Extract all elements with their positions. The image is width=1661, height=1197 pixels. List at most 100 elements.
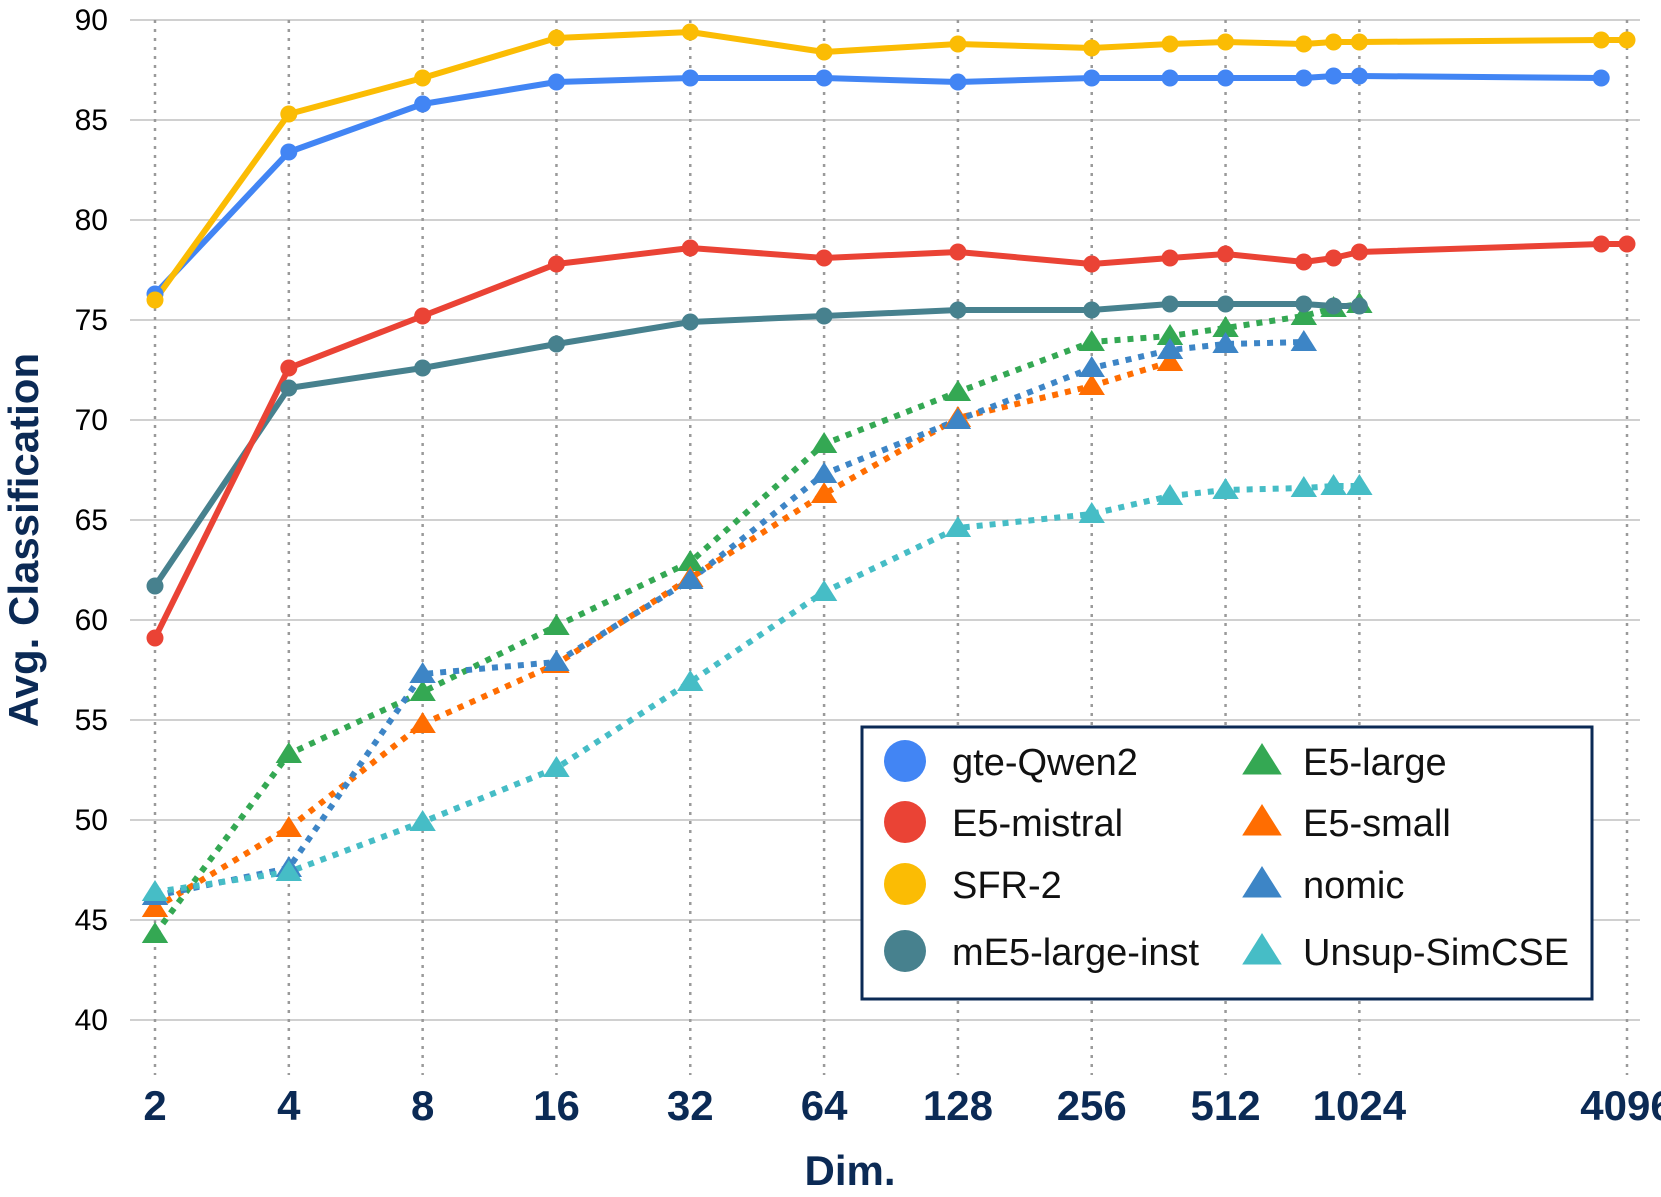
y-tick-label-85: 85 <box>75 104 108 137</box>
point-e5-small-8 <box>409 712 436 733</box>
point-gte-qwen2-32 <box>681 69 699 87</box>
point-sfr-2-4096 <box>1618 31 1636 49</box>
point-e5-large-384 <box>1156 324 1184 345</box>
point-unsup-simcse-1024 <box>1346 474 1373 495</box>
x-axis-title: Dim. <box>804 1147 895 1194</box>
point-sfr-2-256 <box>1083 39 1101 57</box>
y-axis-title: Avg. Classification <box>0 353 47 727</box>
x-tick-label-64: 64 <box>801 1082 848 1129</box>
y-tick-label-50: 50 <box>75 804 108 837</box>
x-tick-label-4: 4 <box>277 1082 301 1129</box>
series-line-gte-qwen2 <box>152 73 1605 297</box>
point-unsup-simcse-256 <box>1078 502 1105 523</box>
y-tick-label-80: 80 <box>75 204 108 237</box>
x-tick-label-1024: 1024 <box>1313 1082 1407 1129</box>
point-e5-mistral-4 <box>280 359 298 377</box>
horizontal-gridlines <box>130 19 1640 1021</box>
point-me5-large-inst-8 <box>414 359 432 377</box>
x-tick-label-16: 16 <box>533 1082 580 1129</box>
series-line-e5-mistral <box>152 241 1630 641</box>
point-nomic-384 <box>1156 338 1184 359</box>
legend-marker-gte-qwen2 <box>884 740 926 782</box>
legend-marker-unsup-simcse <box>1242 933 1282 965</box>
point-gte-qwen2-128 <box>949 73 967 91</box>
point-e5-large-64 <box>810 432 838 453</box>
x-tick-label-256: 256 <box>1057 1082 1127 1129</box>
point-sfr-2-3584 <box>1592 31 1610 49</box>
point-e5-large-32 <box>677 550 704 571</box>
point-e5-mistral-3584 <box>1592 235 1610 253</box>
point-gte-qwen2-256 <box>1083 69 1101 87</box>
point-e5-small-64 <box>810 482 838 503</box>
y-tick-label-70: 70 <box>75 404 108 437</box>
point-nomic-256 <box>1078 356 1105 377</box>
legend-marker-me5-large-inst <box>884 930 926 972</box>
legend-label-e5-large: E5-large <box>1303 742 1447 784</box>
x-tick-label-2: 2 <box>143 1082 166 1129</box>
point-sfr-2-32 <box>681 23 699 41</box>
point-gte-qwen2-8 <box>414 95 432 113</box>
legend-label-gte-qwen2: gte-Qwen2 <box>952 742 1138 784</box>
point-unsup-simcse-8 <box>409 810 436 831</box>
legend: gte-Qwen2 E5-mistral SFR-2 mE5-large-inst E5… <box>860 725 1594 1001</box>
point-me5-large-inst-256 <box>1083 301 1101 319</box>
point-me5-large-inst-128 <box>949 301 967 319</box>
point-me5-large-inst-768 <box>1295 295 1313 313</box>
point-sfr-2-16 <box>547 29 565 47</box>
point-e5-small-256 <box>1078 374 1105 395</box>
y-tick-label-55: 55 <box>75 704 108 737</box>
point-me5-large-inst-4 <box>280 379 298 397</box>
legend-marker-e5-mistral <box>884 801 926 843</box>
point-unsup-simcse-2 <box>141 880 169 901</box>
point-sfr-2-768 <box>1295 35 1313 53</box>
point-nomic-32 <box>677 568 704 589</box>
legend-label-sfr-2: SFR-2 <box>952 865 1062 907</box>
point-gte-qwen2-4 <box>280 143 298 161</box>
point-nomic-16 <box>543 650 570 671</box>
point-me5-large-inst-512 <box>1217 295 1235 313</box>
point-gte-qwen2-384 <box>1161 69 1179 87</box>
point-e5-mistral-8 <box>414 307 432 325</box>
point-nomic-64 <box>810 462 838 483</box>
point-e5-large-768 <box>1290 304 1318 325</box>
point-gte-qwen2-64 <box>815 69 833 87</box>
point-unsup-simcse-768 <box>1290 476 1318 497</box>
legend-marker-e5-small <box>1242 804 1282 836</box>
legend-marker-sfr-2 <box>884 863 926 905</box>
series-line-sfr-2 <box>152 29 1630 303</box>
point-e5-mistral-512 <box>1217 245 1235 263</box>
legend-label-e5-mistral: E5-mistral <box>952 803 1123 845</box>
point-sfr-2-64 <box>815 43 833 61</box>
point-sfr-2-4 <box>280 105 298 123</box>
y-tick-label-40: 40 <box>75 1004 108 1037</box>
x-tick-label-128: 128 <box>923 1082 993 1129</box>
legend-label-nomic: nomic <box>1303 865 1404 907</box>
point-gte-qwen2-768 <box>1295 69 1313 87</box>
point-gte-qwen2-3584 <box>1592 69 1610 87</box>
point-me5-large-inst-16 <box>547 335 565 353</box>
point-e5-mistral-16 <box>547 255 565 273</box>
point-unsup-simcse-512 <box>1212 478 1239 499</box>
point-e5-large-128 <box>944 380 972 401</box>
x-axis-ticks: 2 4 8 16 32 64 128 256 512 1024 4096 <box>143 1082 1661 1129</box>
point-e5-small-384 <box>1156 350 1184 371</box>
point-me5-large-inst-2 <box>146 577 164 595</box>
x-tick-label-32: 32 <box>667 1082 714 1129</box>
series-markers <box>141 23 1636 943</box>
point-e5-large-256 <box>1078 330 1105 351</box>
y-tick-label-75: 75 <box>75 304 108 337</box>
point-e5-mistral-896 <box>1325 249 1343 267</box>
point-sfr-2-896 <box>1325 33 1343 51</box>
point-me5-large-inst-384 <box>1161 295 1179 313</box>
legend-label-unsup-simcse: Unsup-SimCSE <box>1303 932 1569 974</box>
y-tick-label-90: 90 <box>75 4 108 37</box>
point-unsup-simcse-32 <box>677 670 704 691</box>
point-e5-large-2 <box>141 922 169 943</box>
x-tick-label-512: 512 <box>1191 1082 1261 1129</box>
point-sfr-2-1024 <box>1350 33 1368 51</box>
point-e5-mistral-1024 <box>1350 243 1368 261</box>
point-sfr-2-128 <box>949 35 967 53</box>
y-tick-label-60: 60 <box>75 604 108 637</box>
point-unsup-simcse-16 <box>543 756 570 777</box>
